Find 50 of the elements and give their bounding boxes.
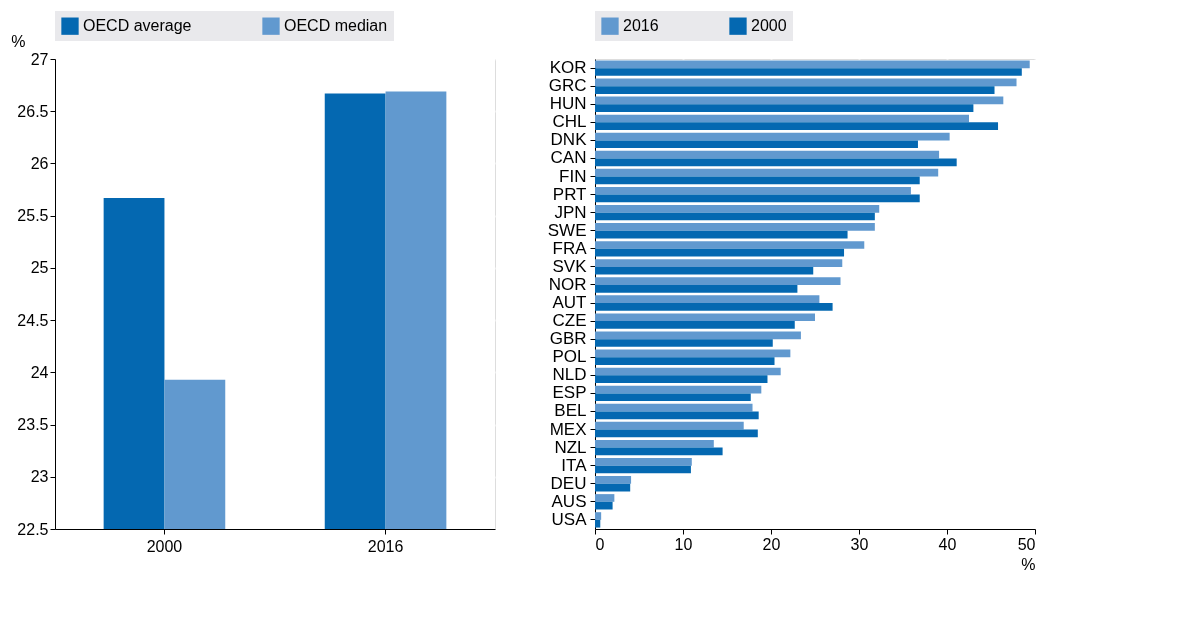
y-tick-label: KOR [549, 58, 587, 78]
y-tick-label: ITA [561, 455, 588, 475]
y-tick-label: 24 [30, 363, 49, 381]
x-tick-label: 30 [850, 535, 869, 553]
y-tick-label: NLD [552, 365, 587, 385]
y-tick-label: SVK [552, 256, 588, 276]
y-tick-label: GBR [549, 329, 587, 349]
x-tick-label: 2000 [146, 537, 183, 555]
y-tick-label: 26.5 [17, 102, 49, 120]
y-tick-label: AUT [552, 293, 587, 313]
y-tick-label: 26 [30, 154, 49, 172]
y-tick-label: MEX [549, 419, 587, 439]
y-tick-label: ESP [552, 383, 587, 403]
y-tick-label: HUN [549, 94, 587, 114]
y-tick-label: 27 [30, 50, 49, 68]
y-tick-label: 25.5 [17, 207, 49, 225]
y-tick-label: 23 [30, 468, 49, 486]
y-tick-label: PRT [552, 184, 587, 204]
legend-label: 2016 [623, 17, 659, 35]
legend-label: OECD average [83, 17, 192, 35]
legend-label: OECD median [284, 17, 388, 35]
y-tick-label: 24.5 [17, 311, 49, 329]
y-tick-label: GRC [548, 76, 587, 96]
x-axis-title: % [1021, 555, 1036, 573]
y-tick-label: DNK [550, 130, 588, 150]
y-tick-label: CZE [552, 311, 587, 331]
x-tick-label: 0 [595, 535, 605, 553]
x-tick-label: 2016 [367, 537, 404, 555]
y-tick-label: CHL [552, 112, 587, 132]
x-tick-label: 40 [938, 535, 957, 553]
legend-label: 2000 [751, 17, 787, 35]
y-tick-label: DEU [550, 473, 587, 493]
y-tick-label: JPN [554, 202, 587, 222]
x-tick-label: 10 [674, 535, 693, 553]
y-tick-label: 22.5 [17, 520, 49, 538]
y-axis-title: % [11, 32, 26, 50]
y-tick-label: USA [551, 509, 588, 529]
y-tick-label: BEL [554, 401, 587, 421]
x-tick-label: 50 [1017, 535, 1036, 553]
y-tick-label: 25 [30, 259, 49, 277]
x-tick-label: 20 [762, 535, 781, 553]
y-tick-label: POL [552, 347, 587, 367]
y-tick-label: NOR [548, 274, 587, 294]
y-tick-label: AUS [551, 491, 587, 511]
y-tick-label: SWE [547, 220, 587, 240]
y-tick-label: CAN [550, 148, 587, 168]
y-tick-label: 23.5 [17, 416, 49, 434]
y-tick-label: FIN [559, 166, 587, 186]
y-tick-label: NZL [554, 437, 587, 457]
y-tick-label: FRA [552, 238, 588, 258]
